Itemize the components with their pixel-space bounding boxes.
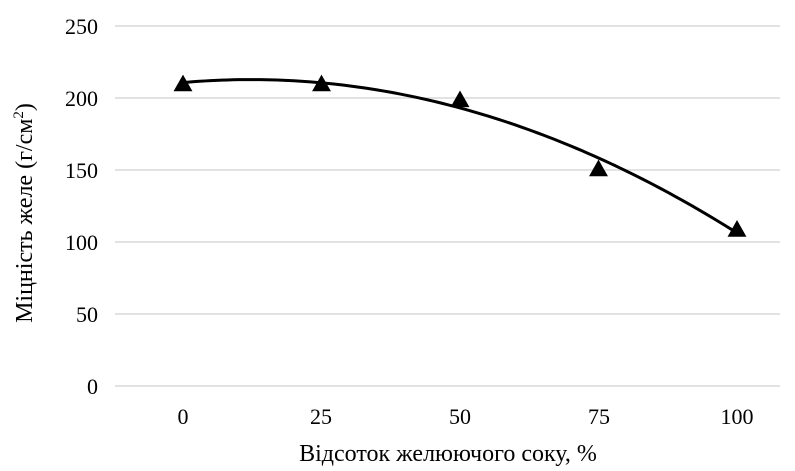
- y-axis-title-main: Міцність желе (г/см: [12, 119, 38, 323]
- data-point-triangle: [727, 220, 747, 237]
- x-tick-label: 25: [310, 404, 332, 429]
- y-axis-title-superscript: 2: [11, 111, 27, 119]
- x-tick-label: 100: [721, 404, 754, 429]
- y-tick-label: 200: [65, 86, 98, 111]
- gridlines: [115, 25, 780, 387]
- y-tick-label: 100: [65, 230, 98, 255]
- y-tick-label: 250: [65, 14, 98, 39]
- x-tick-label: 50: [449, 404, 471, 429]
- y-tick-label: 150: [65, 158, 98, 183]
- data-point-triangle: [450, 90, 470, 108]
- data-point-triangle: [173, 74, 193, 92]
- data-point-triangle: [589, 159, 608, 177]
- data-markers: [173, 74, 747, 237]
- x-axis-tick-labels: 0 25 50 75 100: [178, 404, 754, 429]
- data-point-triangle: [312, 74, 331, 92]
- y-axis-title: Міцність желе (г/см2): [11, 103, 38, 323]
- y-tick-label: 0: [87, 374, 98, 399]
- trendline: [182, 78, 738, 235]
- x-axis-title: Відсоток желюючого соку, %: [299, 441, 597, 467]
- y-axis-tick-labels: 0 50 100 150 200 250: [65, 14, 98, 399]
- x-tick-label: 75: [588, 404, 610, 429]
- x-tick-label: 0: [178, 404, 189, 429]
- y-tick-label: 50: [76, 302, 98, 327]
- y-axis-title-close: ): [12, 103, 38, 111]
